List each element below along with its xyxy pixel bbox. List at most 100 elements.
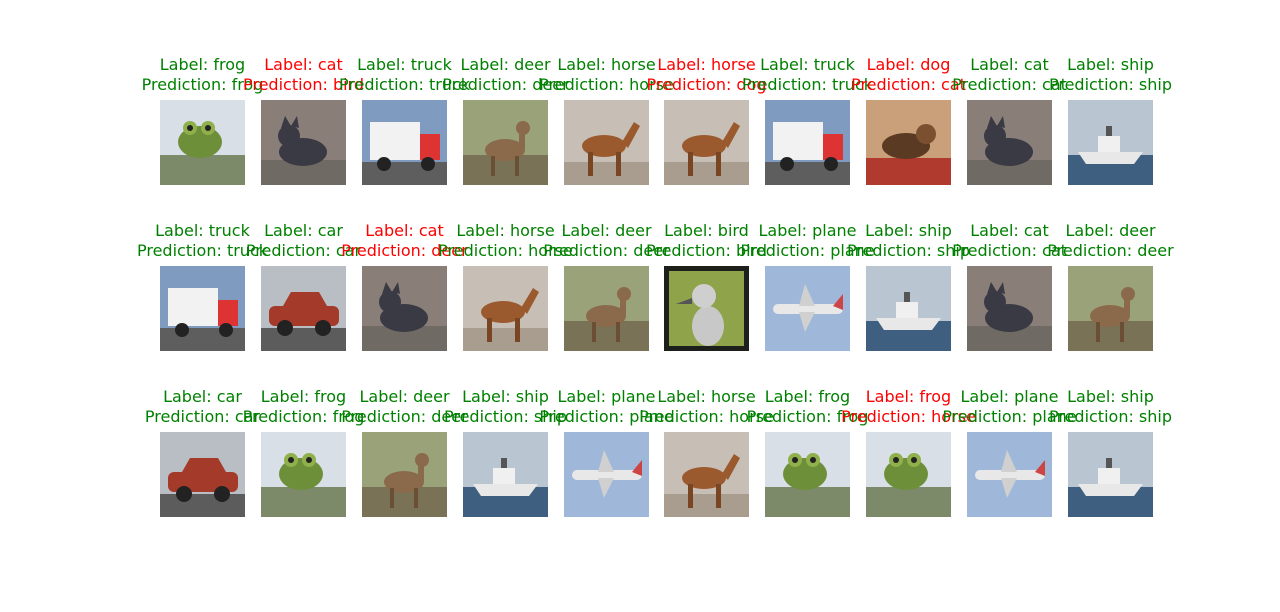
cat-photo bbox=[967, 100, 1052, 185]
cell-title: Label: frog Prediction: frog bbox=[123, 55, 283, 95]
predicted-label: Prediction: car bbox=[245, 241, 362, 260]
true-label: Label: ship bbox=[865, 221, 952, 240]
predicted-label: Prediction: bird bbox=[242, 75, 364, 94]
true-label: Label: car bbox=[163, 387, 242, 406]
grid-cell: Label: cat Prediction: cat bbox=[952, 55, 1067, 185]
grid-cell: Label: horse Prediction: horse bbox=[639, 387, 774, 517]
cell-title: Label: deer Prediction: deer bbox=[527, 221, 687, 261]
cell-title: Label: horse Prediction: horse bbox=[527, 55, 687, 95]
true-label: Label: cat bbox=[970, 55, 1049, 74]
predicted-label: Prediction: deer bbox=[442, 75, 569, 94]
horse-photo bbox=[463, 266, 548, 351]
predicted-label: Prediction: ship bbox=[1048, 75, 1173, 94]
grid-cell: Label: truck Prediction: truck bbox=[742, 55, 873, 185]
true-label: Label: frog bbox=[159, 55, 246, 74]
predicted-label: Prediction: cat bbox=[851, 75, 966, 94]
grid-cell: Label: horse Prediction: horse bbox=[539, 55, 674, 185]
predicted-label: Prediction: frog bbox=[242, 407, 365, 426]
cell-title: Label: deer Prediction: deer bbox=[325, 387, 485, 427]
grid-cell: Label: deer Prediction: deer bbox=[1047, 221, 1174, 351]
grid-cell: Label: plane Prediction: plane bbox=[942, 387, 1077, 517]
ship-photo bbox=[866, 266, 951, 351]
cell-title: Label: bird Prediction: bird bbox=[627, 221, 787, 261]
predicted-label: Prediction: ship bbox=[846, 241, 971, 260]
predicted-label: Prediction: horse bbox=[639, 407, 774, 426]
predicted-label: Prediction: cat bbox=[952, 241, 1067, 260]
cell-title: Label: plane Prediction: plane bbox=[930, 387, 1090, 427]
true-label: Label: deer bbox=[1065, 221, 1156, 240]
cell-title: Label: dog Prediction: cat bbox=[829, 55, 989, 95]
grid-cell: Label: bird Prediction: bird bbox=[646, 221, 767, 351]
ship-photo bbox=[1068, 100, 1153, 185]
predicted-label: Prediction: deer bbox=[341, 407, 468, 426]
grid-cell: Label: ship Prediction: ship bbox=[1049, 55, 1172, 185]
grid-cell: Label: cat Prediction: deer bbox=[341, 221, 468, 351]
cat-photo bbox=[261, 100, 346, 185]
true-label: Label: horse bbox=[557, 55, 656, 74]
truck-photo bbox=[160, 266, 245, 351]
cell-title: Label: plane Prediction: plane bbox=[527, 387, 687, 427]
true-label: Label: truck bbox=[760, 55, 855, 74]
true-label: Label: deer bbox=[460, 55, 551, 74]
true-label: Label: cat bbox=[365, 221, 444, 240]
grid-cell: Label: car Prediction: car bbox=[145, 387, 260, 517]
cell-title: Label: car Prediction: car bbox=[224, 221, 384, 261]
cell-title: Label: ship Prediction: ship bbox=[1031, 55, 1191, 95]
frog-photo bbox=[160, 100, 245, 185]
true-label: Label: ship bbox=[1067, 55, 1154, 74]
grid-cell: Label: deer Prediction: deer bbox=[341, 387, 468, 517]
cell-title: Label: frog Prediction: frog bbox=[224, 387, 384, 427]
deer-photo bbox=[463, 100, 548, 185]
true-label: Label: dog bbox=[866, 55, 951, 74]
grid-cell: Label: horse Prediction: horse bbox=[438, 221, 573, 351]
ship-photo bbox=[463, 432, 548, 517]
predicted-label: Prediction: horse bbox=[438, 241, 573, 260]
cell-title: Label: car Prediction: car bbox=[123, 387, 283, 427]
deer-photo bbox=[564, 266, 649, 351]
predicted-label: Prediction: deer bbox=[341, 241, 468, 260]
true-label: Label: bird bbox=[664, 221, 749, 240]
frog-photo bbox=[765, 432, 850, 517]
grid-cell: Label: horse Prediction: dog bbox=[646, 55, 767, 185]
true-label: Label: plane bbox=[960, 387, 1059, 406]
predicted-label: Prediction: ship bbox=[443, 407, 568, 426]
grid-cell: Label: ship Prediction: ship bbox=[444, 387, 567, 517]
predicted-label: Prediction: bird bbox=[645, 241, 767, 260]
grid-cell: Label: frog Prediction: frog bbox=[142, 55, 263, 185]
predicted-label: Prediction: truck bbox=[338, 75, 470, 94]
frog-photo bbox=[261, 432, 346, 517]
grid-cell: Label: frog Prediction: frog bbox=[243, 387, 364, 517]
cat-photo bbox=[967, 266, 1052, 351]
cell-title: Label: cat Prediction: deer bbox=[325, 221, 485, 261]
grid-cell: Label: ship Prediction: ship bbox=[1049, 387, 1172, 517]
cell-title: Label: plane Prediction: plane bbox=[728, 221, 888, 261]
true-label: Label: plane bbox=[557, 387, 656, 406]
deer-photo bbox=[1068, 266, 1153, 351]
predicted-label: Prediction: car bbox=[144, 407, 261, 426]
true-label: Label: deer bbox=[561, 221, 652, 240]
true-label: Label: ship bbox=[1067, 387, 1154, 406]
cell-title: Label: horse Prediction: horse bbox=[426, 221, 586, 261]
cell-title: Label: deer Prediction: deer bbox=[426, 55, 586, 95]
true-label: Label: truck bbox=[155, 221, 250, 240]
predicted-label: Prediction: dog bbox=[646, 75, 767, 94]
cell-title: Label: horse Prediction: horse bbox=[627, 387, 787, 427]
truck-photo bbox=[362, 100, 447, 185]
cell-title: Label: ship Prediction: ship bbox=[1031, 387, 1191, 427]
predicted-label: Prediction: plane bbox=[942, 407, 1077, 426]
cell-title: Label: truck Prediction: truck bbox=[123, 221, 283, 261]
cell-title: Label: cat Prediction: bird bbox=[224, 55, 384, 95]
grid-cell: Label: cat Prediction: cat bbox=[952, 221, 1067, 351]
true-label: Label: ship bbox=[462, 387, 549, 406]
cell-title: Label: ship Prediction: ship bbox=[426, 387, 586, 427]
predicted-label: Prediction: deer bbox=[1047, 241, 1174, 260]
truck-photo bbox=[765, 100, 850, 185]
dog-photo bbox=[866, 100, 951, 185]
true-label: Label: truck bbox=[357, 55, 452, 74]
predicted-label: Prediction: plane bbox=[539, 407, 674, 426]
horse-photo bbox=[664, 100, 749, 185]
predicted-label: Prediction: frog bbox=[141, 75, 264, 94]
grid-cell: Label: plane Prediction: plane bbox=[539, 387, 674, 517]
ship-photo bbox=[1068, 432, 1153, 517]
grid-cell: Label: deer Prediction: deer bbox=[543, 221, 670, 351]
